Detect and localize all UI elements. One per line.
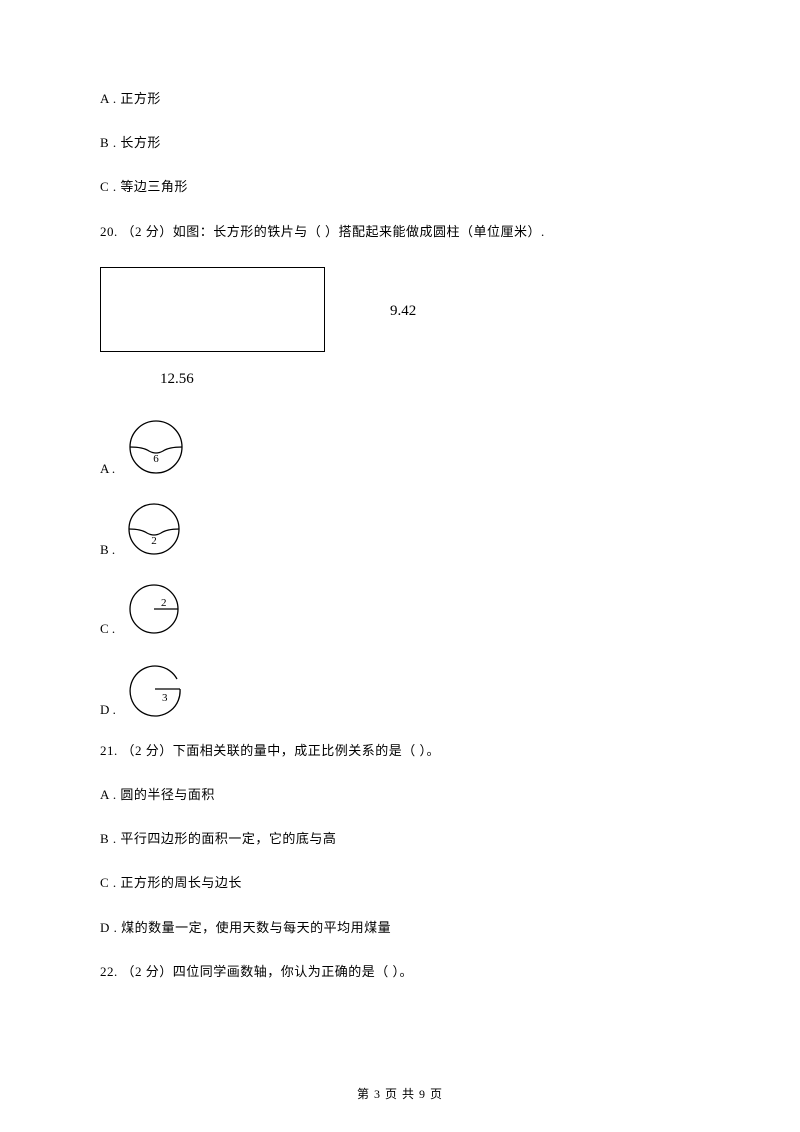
circle-value: 6	[153, 453, 159, 465]
rectangle-shape	[100, 267, 325, 352]
q21-prompt: 21. （2 分）下面相关联的量中，成正比例关系的是（ ）。	[100, 742, 700, 760]
circle-icon-b: 2	[123, 501, 185, 562]
circle-value: 3	[162, 692, 168, 704]
q20-option-b: B . 2	[100, 501, 700, 562]
option-letter: C .	[100, 621, 115, 641]
q20-option-a: A . 6	[100, 418, 700, 481]
circle-icon-d: 3	[124, 661, 186, 722]
q19-option-c: C . 等边三角形	[100, 178, 700, 196]
q20-prompt: 20. （2 分）如图：长方形的铁片与（ ）搭配起来能做成圆柱（单位厘米）.	[100, 223, 700, 241]
q21-option-c: C . 正方形的周长与边长	[100, 874, 700, 892]
page-content: A . 正方形 B . 长方形 C . 等边三角形 20. （2 分）如图：长方…	[0, 0, 800, 1047]
q20-rectangle-diagram: 9.42 12.56	[100, 267, 420, 392]
option-letter: D .	[100, 702, 116, 722]
circle-icon-a: 6	[123, 418, 189, 481]
circle-value: 2	[161, 597, 167, 609]
q21-option-a: A . 圆的半径与面积	[100, 786, 700, 804]
q20-option-c: C . 2	[100, 582, 700, 641]
option-letter: B .	[100, 542, 115, 562]
q21-option-b: B . 平行四边形的面积一定，它的底与高	[100, 830, 700, 848]
option-letter: A .	[100, 461, 115, 481]
page-footer: 第 3 页 共 9 页	[0, 1085, 800, 1102]
q22-prompt: 22. （2 分）四位同学画数轴，你认为正确的是（ ）。	[100, 963, 700, 981]
q19-option-a: A . 正方形	[100, 90, 700, 108]
circle-value: 2	[151, 535, 157, 547]
q19-option-b: B . 长方形	[100, 134, 700, 152]
rect-side-label: 9.42	[390, 303, 416, 320]
rect-bottom-label: 12.56	[160, 371, 194, 388]
q21-option-d: D . 煤的数量一定，使用天数与每天的平均用煤量	[100, 919, 700, 937]
circle-icon-c: 2	[123, 582, 185, 641]
q20-option-d: D . 3	[100, 661, 700, 722]
